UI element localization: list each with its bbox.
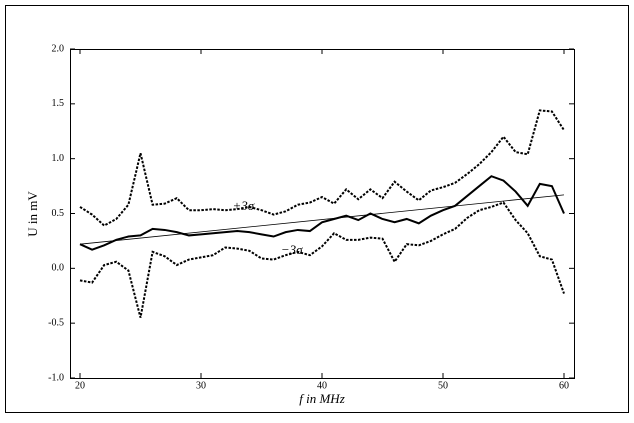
series-line — [79, 201, 565, 318]
x-tick-label: 60 — [559, 380, 569, 391]
annotation: −3σ — [281, 242, 303, 257]
y-tick-label: 1.5 — [52, 98, 65, 109]
annotation: +3σ — [233, 198, 255, 213]
x-axis-label: f in MHz — [299, 391, 345, 406]
plot-frame — [70, 49, 575, 379]
y-tick-label: 0.5 — [52, 208, 65, 219]
y-tick-label: -0.5 — [48, 317, 64, 328]
y-tick-label: 2.0 — [52, 43, 65, 54]
series-line — [79, 194, 565, 245]
x-tick-label: 40 — [317, 380, 327, 391]
outer-frame — [5, 5, 629, 413]
x-tick-label: 20 — [75, 380, 85, 391]
x-tick-label: 30 — [196, 380, 206, 391]
series-line — [79, 175, 565, 251]
series-line — [79, 109, 565, 227]
y-tick-label: -1.0 — [48, 372, 64, 383]
y-tick-label: 0.0 — [52, 263, 65, 274]
x-tick-label: 50 — [438, 380, 448, 391]
y-tick-label: 1.0 — [52, 153, 65, 164]
y-axis-label: U in mV — [25, 191, 40, 237]
